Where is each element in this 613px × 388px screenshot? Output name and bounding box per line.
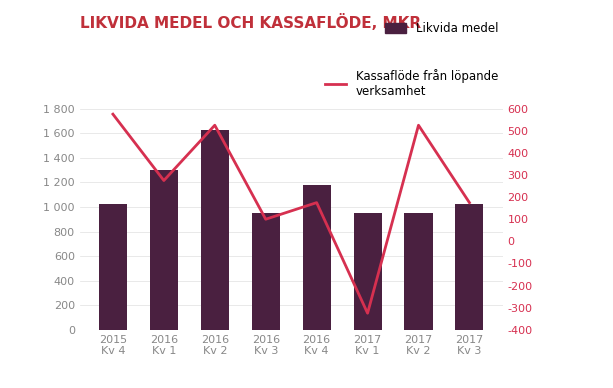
Bar — [455, 204, 484, 330]
Bar — [99, 204, 127, 330]
Bar — [201, 130, 229, 330]
Bar — [252, 213, 280, 330]
Bar — [354, 213, 381, 330]
Bar — [150, 170, 178, 330]
Legend: Kassaflöde från löpande
verksamhet: Kassaflöde från löpande verksamhet — [321, 64, 503, 102]
Legend: Likvida medel: Likvida medel — [380, 17, 503, 40]
Bar — [303, 185, 330, 330]
Bar — [405, 213, 433, 330]
Text: LIKVIDA MEDEL OCH KASSAFLÖDE, MKR: LIKVIDA MEDEL OCH KASSAFLÖDE, MKR — [80, 14, 421, 31]
